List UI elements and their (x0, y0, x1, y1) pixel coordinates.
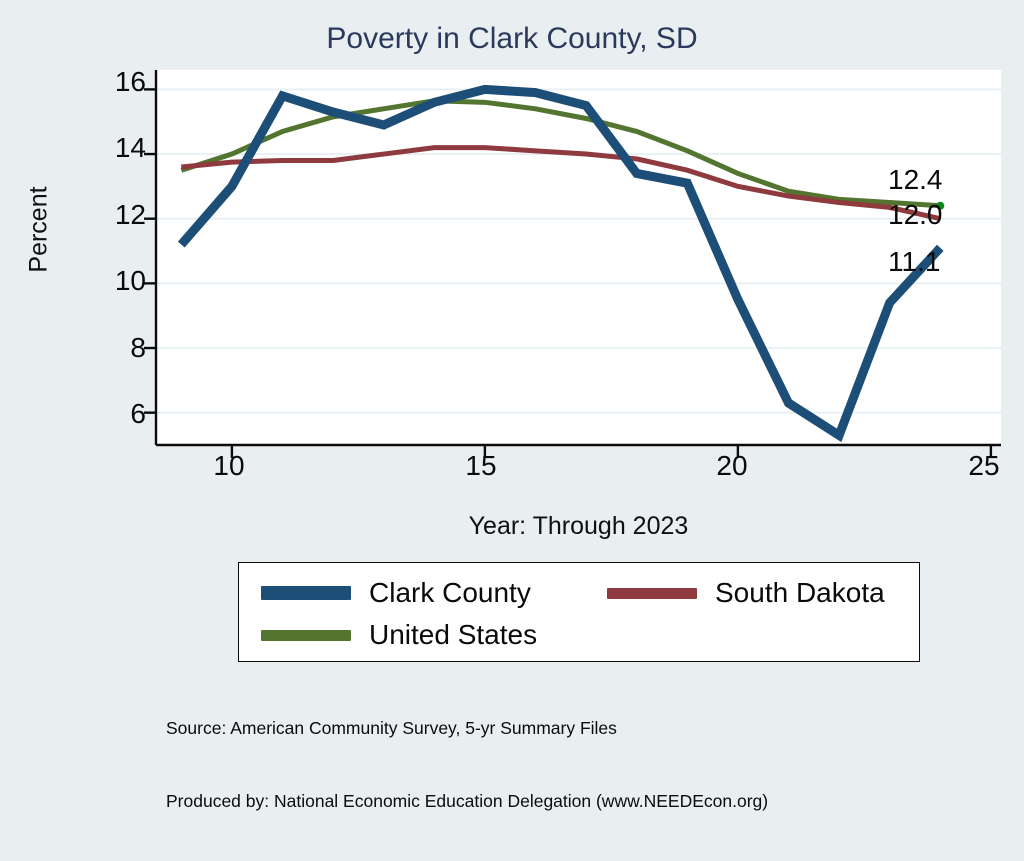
chart-figure: Poverty in Clark County, SD Percent 16 1… (25, 22, 1024, 811)
source-note: Source: American Community Survey, 5-yr … (166, 718, 617, 739)
x-tick-15: 15 (441, 452, 521, 488)
legend-label: South Dakota (715, 577, 885, 608)
legend-swatch-south-dakota (607, 587, 697, 599)
x-tick-label: 10 (213, 450, 245, 481)
legend-swatch-united-states (261, 629, 351, 641)
y-tick-12: 12 (86, 201, 146, 231)
x-tick-label: 15 (465, 450, 497, 481)
x-tick-10: 10 (189, 452, 269, 488)
y-tick-8: 8 (86, 334, 146, 364)
axis-lines (154, 70, 1001, 447)
series-line-south-dakota (181, 145, 941, 222)
axis-ticks (144, 88, 993, 458)
legend: Clark County South Dakota United States (238, 562, 920, 662)
legend-label: Clark County (369, 577, 531, 608)
legend-item-united-states[interactable]: United States (261, 618, 537, 652)
end-marker-united-states (936, 201, 945, 210)
plot-background (156, 70, 1001, 445)
series-line-united-states (180, 98, 941, 209)
end-label-south-dakota: 12.0 (888, 199, 943, 230)
gridlines (156, 88, 1001, 414)
legend-swatch-clark-county (261, 586, 351, 600)
legend-item-south-dakota[interactable]: South Dakota (607, 576, 885, 610)
legend-item-clark-county[interactable]: Clark County (261, 576, 531, 610)
x-tick-25: 25 (944, 452, 1024, 488)
y-tick-10: 10 (86, 267, 146, 297)
y-tick-label: 8 (130, 332, 146, 363)
y-tick-label: 6 (130, 398, 146, 429)
end-label-united-states: 12.4 (888, 164, 943, 195)
y-tick-label: 16 (114, 66, 146, 97)
y-tick-label: 12 (114, 199, 146, 230)
y-tick-label: 14 (114, 132, 146, 163)
x-tick-label: 20 (716, 450, 748, 481)
chart-title: Poverty in Clark County, SD (326, 22, 698, 55)
y-tick-label: 10 (114, 265, 146, 296)
end-label-clark-county: 11.1 (888, 246, 941, 277)
x-axis-title: Year: Through 2023 (468, 512, 689, 540)
producer-note: Produced by: National Economic Education… (166, 790, 769, 811)
y-tick-6: 6 (86, 400, 146, 430)
y-tick-16: 16 (86, 68, 146, 98)
plot-area (144, 70, 1001, 458)
series-line-clark-county (177, 84, 944, 443)
x-tick-20: 20 (692, 452, 772, 488)
x-tick-label: 25 (968, 450, 1000, 481)
y-tick-14: 14 (86, 134, 146, 164)
series-lines (177, 84, 945, 443)
legend-label: United States (369, 619, 538, 650)
footer-notes: Source: American Community Survey, 5-yr … (166, 668, 768, 861)
